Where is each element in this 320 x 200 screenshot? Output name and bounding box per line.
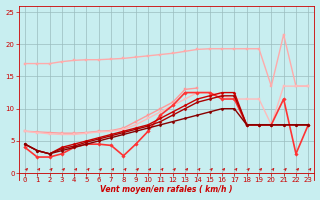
X-axis label: Vent moyen/en rafales ( km/h ): Vent moyen/en rafales ( km/h ) <box>100 185 233 194</box>
